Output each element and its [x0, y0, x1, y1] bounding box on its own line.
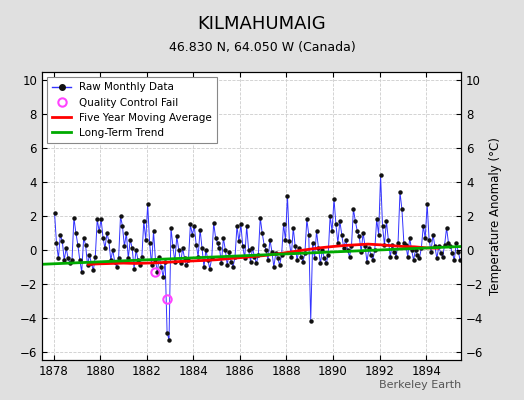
Text: Berkeley Earth: Berkeley Earth — [379, 380, 461, 390]
Text: KILMAHUMAIG: KILMAHUMAIG — [198, 15, 326, 33]
Legend: Raw Monthly Data, Quality Control Fail, Five Year Moving Average, Long-Term Tren: Raw Monthly Data, Quality Control Fail, … — [47, 77, 217, 143]
Y-axis label: Temperature Anomaly (°C): Temperature Anomaly (°C) — [489, 137, 502, 295]
Text: 46.830 N, 64.050 W (Canada): 46.830 N, 64.050 W (Canada) — [169, 42, 355, 54]
